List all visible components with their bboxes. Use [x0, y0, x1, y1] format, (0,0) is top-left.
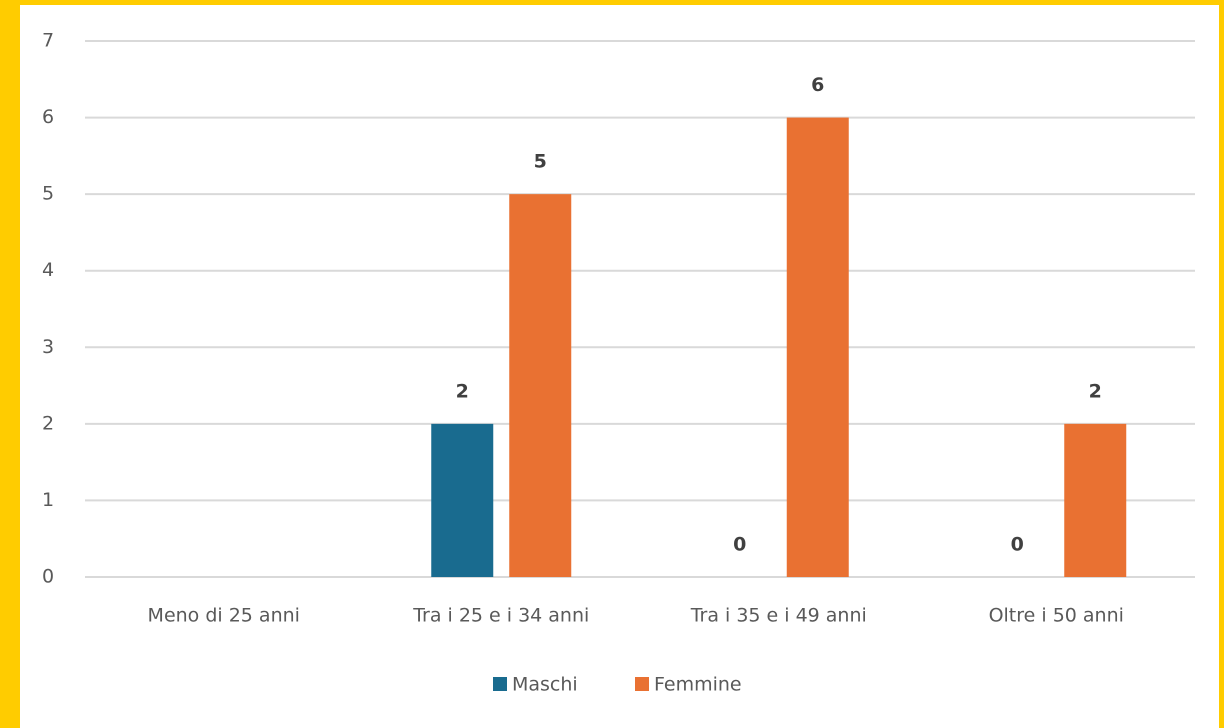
y-tick-label: 3: [42, 336, 54, 358]
value-label: 5: [534, 151, 547, 173]
value-label: 0: [733, 534, 746, 556]
y-tick-label: 1: [42, 489, 54, 511]
value-label: 6: [811, 74, 824, 96]
y-tick-label: 2: [42, 412, 54, 434]
y-tick-label: 4: [42, 259, 54, 281]
x-tick-label: Tra i 35 e i 49 anni: [690, 605, 867, 627]
x-tick-label: Meno di 25 anni: [148, 605, 300, 627]
bar: [431, 423, 494, 577]
legend-label: Femmine: [654, 674, 742, 696]
y-tick-label: 6: [42, 106, 54, 128]
legend-swatch: [493, 677, 507, 691]
value-label: 2: [456, 380, 469, 402]
value-label: 0: [1011, 534, 1024, 556]
bar: [509, 194, 572, 577]
x-tick-label: Oltre i 50 anni: [989, 605, 1124, 627]
y-tick-label: 0: [42, 566, 54, 588]
bar: [786, 117, 849, 578]
bar: [1064, 423, 1127, 577]
y-tick-label: 7: [42, 30, 54, 52]
legend-swatch: [635, 677, 649, 691]
y-tick-label: 5: [42, 183, 54, 205]
legend-label: Maschi: [512, 674, 578, 696]
value-label: 2: [1089, 380, 1102, 402]
chart-area: [20, 5, 1219, 728]
x-tick-label: Tra i 25 e i 34 anni: [412, 605, 589, 627]
